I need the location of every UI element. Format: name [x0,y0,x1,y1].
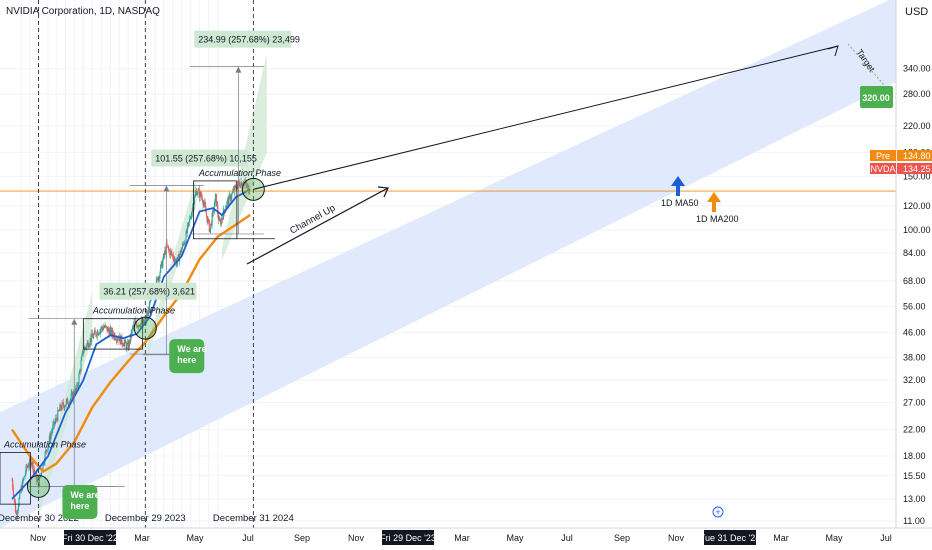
ma200-label: 1D MA200 [696,214,739,224]
we-are-here-line1-1: We are [70,490,99,500]
ma50-line [11,188,251,500]
x-tick-15: May [825,533,843,543]
x-tick-10: Jul [561,533,573,543]
ma50-arrow [671,176,685,196]
we-are-here-box-1 [62,484,98,519]
target-arrow [253,45,839,190]
pre-name: Pre [876,151,890,161]
add-marker-icon [712,506,724,518]
accumulation-box-2 [82,318,144,350]
channel-up-band [0,0,900,528]
x-tick-11: Sep [614,533,630,543]
x-tick-6: Nov [348,533,365,543]
ma50-label: 1D MA50 [661,198,699,208]
y-tick-13.00: 13.00 [903,494,926,504]
x-tick-3: May [186,533,204,543]
date-label-1: December 30 2022 [0,513,79,524]
currency-label: USD [905,6,929,18]
x-tick-16: Jul [880,533,892,543]
target-value: 320.00 [862,93,890,103]
x-tick-13: Tue 31 Dec '24 [700,533,760,543]
date-label-3: December 31 2024 [213,513,294,524]
we-are-here-box-2 [169,339,205,374]
nvda-name: NVDA [870,164,895,174]
rise-zone-2 [145,176,197,366]
accumulation-box-3 [193,180,238,240]
x-tick-12: Nov [668,533,685,543]
ma200-arrow [707,192,721,212]
ma200-line [11,213,251,474]
pre-value-box [897,150,932,161]
price-axis: 11.00 13.00 15.50 18.00 22.00 27.00 32.00 38.00… [870,0,932,550]
rise-label-box-2 [151,149,249,167]
rise-label-box-3 [194,30,292,48]
we-are-here-line2-2: here [177,355,196,365]
y-tick-56.00: 56.00 [903,301,926,311]
y-tick-38.00: 38.00 [903,353,926,363]
y-tick-27.00: 27.00 [903,398,926,408]
nvda-value-box [897,163,932,174]
y-tick-22.00: 22.00 [903,425,926,435]
accumulation-label-2: Accumulation Phase [92,306,175,316]
rise-label-3: 234.99 (257.68%) 23,499 [198,35,300,45]
channel-arrow [246,187,389,265]
x-tick-9: May [506,533,524,543]
marker-circle-1 [26,474,50,498]
y-tick-280.00: 280.00 [903,89,931,99]
x-tick-box-1 [64,530,116,545]
y-tick-15.50: 15.50 [903,471,926,481]
y-tick-11.00: 11.00 [903,516,925,526]
pre-value: 134.80 [903,151,931,161]
time-axis: Nov Fri 30 Dec '22 Mar May Jul Sep Nov Fri 29 D… [0,506,932,550]
y-tick-120.00: 120.00 [903,201,931,211]
x-tick-14: Mar [773,533,789,543]
y-tick-32.00: 32.00 [903,375,926,385]
x-tick-0: Nov [30,533,47,543]
nvda-name-box [870,163,896,174]
x-tick-4: Jul [242,533,254,543]
y-tick-68.00: 68.00 [903,276,926,286]
y-tick-150.00: 150.00 [903,171,931,181]
we-are-here-line1-2: We are [177,344,206,354]
y-tick-46.00: 46.00 [903,327,926,337]
x-tick-8: Mar [454,533,470,543]
we-are-here-line2-1: here [70,501,89,511]
y-tick-84.00: 84.00 [903,248,926,258]
accumulation-label-1: Accumulation Phase [3,439,86,449]
nvda-value: 134.25 [903,164,931,174]
rise-label-1: 36.21 (257.68%) 3,621 [103,287,195,297]
y-tick-220.00: 220.00 [903,121,931,131]
target-value-box [860,86,893,108]
add-marker-glyph: + [715,507,720,517]
y-tick-340.00: 340.00 [903,64,931,74]
rise-label-2: 101.55 (257.68%) 10,155 [155,154,257,164]
x-tick-7: Fri 29 Dec '23 [380,533,436,543]
pre-name-box [870,150,896,161]
y-tick-18.00: 18.00 [903,451,926,461]
y-tick-100.00: 100.00 [903,225,931,235]
x-tick-5: Sep [294,533,310,543]
x-tick-box-13 [704,530,756,545]
date-label-2: December 29 2023 [105,513,186,524]
chart-title: NVIDIA Corporation, 1D, NASDAQ [6,6,160,17]
accumulation-label-3: Accumulation Phase [198,168,281,178]
marker-circle-2 [133,316,157,340]
rise-label-box-1 [99,282,197,300]
x-tick-2: Mar [134,533,150,543]
x-tick-box-7 [382,530,434,545]
x-tick-1: Fri 30 Dec '22 [62,533,118,543]
